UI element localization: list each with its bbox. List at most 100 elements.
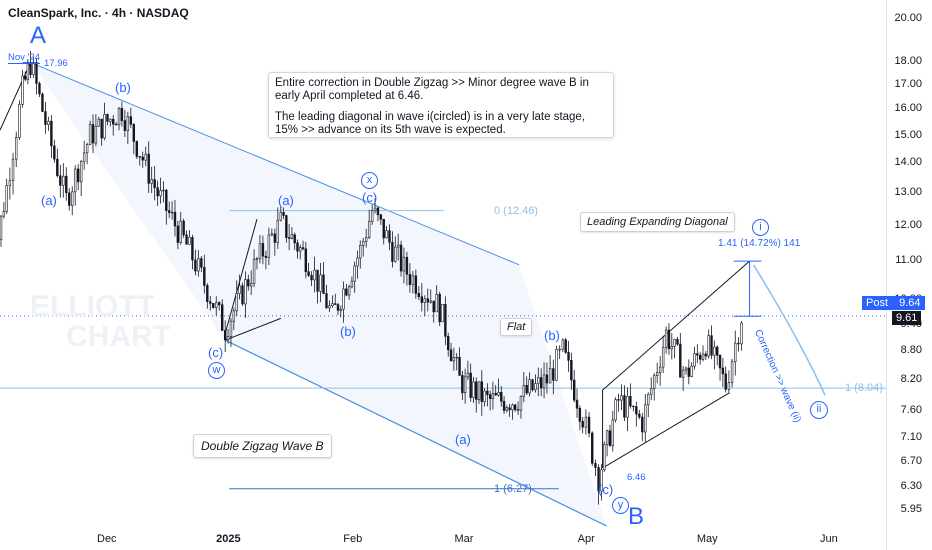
candle-body (558, 348, 561, 351)
candle-body (388, 230, 391, 243)
candle-body (394, 246, 397, 262)
candle-body (670, 345, 674, 350)
x-tick-label: Apr (577, 533, 595, 545)
candle-body (32, 63, 35, 75)
candle-body (653, 375, 656, 389)
y-tick-label: 17.00 (894, 77, 922, 90)
candle-body (548, 368, 552, 384)
candle-body (373, 207, 377, 212)
candle-body (664, 329, 668, 348)
candle-body (458, 356, 461, 376)
candle-body (103, 114, 106, 139)
candle-body (696, 353, 699, 356)
candle-body (200, 258, 203, 268)
candle-body (238, 285, 241, 294)
candle-body (247, 279, 250, 287)
candle-body (379, 214, 383, 220)
leading-diagonal-label[interactable]: Leading Expanding Diagonal (580, 212, 735, 232)
candle-body (325, 293, 328, 309)
candle-body (85, 144, 89, 154)
wave-ii-text: ii (816, 403, 822, 415)
candle-body (488, 394, 492, 399)
candle-body (552, 368, 555, 381)
candle-body (629, 396, 632, 407)
candle-body (123, 120, 127, 131)
candle-body (362, 241, 365, 246)
candle-body (414, 275, 418, 294)
candle-body (79, 160, 83, 183)
note-line1: Entire correction in Double Zigzag >> Mi… (275, 77, 589, 102)
candle-body (310, 275, 313, 281)
last-price-value: 9.61 (896, 312, 918, 324)
candle-body (218, 302, 221, 306)
analysis-note[interactable]: Entire correction in Double Zigzag >> Mi… (268, 72, 614, 138)
y-axis[interactable]: 20.00 18.00 17.00 16.00 15.00 14.00 13.00 12.00… (886, 0, 932, 550)
candle-body (730, 361, 734, 383)
candle-body (528, 379, 531, 394)
note-line2: The leading diagonal in wave i(circled) … (275, 111, 586, 136)
candle-body (71, 191, 74, 206)
x-axis[interactable]: Dec 2025 Feb Mar Apr May Jun (0, 527, 886, 550)
candle-body (141, 156, 144, 161)
candle-body (466, 372, 470, 378)
candle-body (162, 189, 165, 192)
candle-body (290, 234, 294, 239)
candle-body (293, 234, 296, 244)
last-price-tag: 9.61 (892, 311, 922, 325)
double-zigzag-label[interactable]: Double Zigzag Wave B (193, 434, 332, 458)
candle-body (347, 286, 351, 296)
channel-lower-line (224, 339, 607, 527)
wave-A: A (30, 22, 47, 49)
candle-body (182, 220, 185, 236)
post-tag: Post 9.64 (862, 296, 925, 310)
candle-body (420, 296, 424, 303)
y-tick-label: 6.30 (900, 479, 922, 492)
candle-body (567, 352, 570, 361)
fib-top-label: 0 (12.46) (494, 205, 539, 217)
wave-y: y (612, 497, 629, 514)
candle-body (307, 271, 310, 276)
candle-body (147, 153, 150, 184)
candle-body (564, 339, 567, 353)
wave-w: w (208, 362, 225, 379)
candle-body (402, 256, 406, 272)
y-tick-label: 18.00 (894, 54, 922, 67)
candle-body (215, 302, 218, 308)
candle-body (2, 211, 6, 217)
candle-body (197, 258, 200, 272)
high-value-label: 17.96 (44, 58, 68, 69)
wedge-lower-line (224, 317, 281, 341)
candle-body (505, 407, 509, 411)
candle-body (165, 189, 168, 211)
candle-body (391, 242, 394, 262)
candle-body (429, 300, 432, 303)
candle-body (322, 274, 325, 294)
candle-body (282, 212, 285, 216)
candle-body (713, 346, 716, 356)
candle-body (435, 294, 438, 313)
flat-label[interactable]: Flat (500, 318, 533, 336)
candle-body (353, 265, 356, 282)
wave-c1: (c) (208, 345, 224, 360)
candle-body (336, 304, 340, 311)
candle-body (519, 396, 523, 411)
chart-title: CleanSpark, Inc. · 4h · NASDAQ (8, 6, 189, 20)
candle-body (223, 330, 227, 341)
candle-body (417, 293, 421, 298)
candle-body (365, 237, 368, 242)
candle-body (8, 180, 12, 186)
candle-body (170, 211, 174, 214)
candle-body (370, 210, 374, 222)
wave-a1: (a) (41, 193, 57, 208)
candle-body (661, 346, 665, 368)
candle-body (156, 187, 159, 197)
wave-y-text: y (617, 499, 624, 511)
fib-mid-label: 1 (8.04) (845, 382, 883, 394)
candle-body (94, 125, 98, 144)
candle-body (438, 294, 441, 323)
candle-body (82, 152, 86, 162)
candle-body (623, 395, 626, 418)
candle-body (684, 367, 688, 371)
candle-body (0, 215, 3, 241)
